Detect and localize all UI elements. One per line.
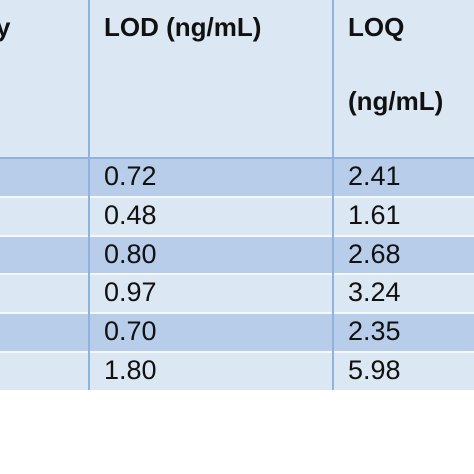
header-cell: LOD (ng/mL) — [104, 12, 262, 42]
cell-value: 3.24 — [348, 277, 401, 308]
cell-value: 1.80 — [104, 355, 157, 385]
table: y LOD (ng/mL) LOQ (ng/mL) 0.72 2.41 0.48 1.… — [0, 0, 474, 390]
cell-value: 0.72 — [104, 161, 157, 191]
header-cell: (ng/mL) — [348, 86, 444, 116]
cell-value: 2.35 — [348, 316, 401, 347]
cell-value: 0.80 — [104, 238, 157, 269]
cell-value: 0.48 — [104, 199, 157, 230]
row-band — [0, 157, 474, 196]
row-band — [0, 351, 474, 390]
cell-value: 0.97 — [104, 277, 157, 308]
cell-value: 2.41 — [348, 161, 401, 191]
row-band — [0, 234, 474, 274]
row-band — [0, 195, 474, 235]
cell-value: 0.70 — [104, 316, 157, 347]
cell-value: 5.98 — [348, 355, 401, 385]
column-line — [332, 0, 334, 390]
cell-value: 2.68 — [348, 238, 401, 269]
cell-value: 1.61 — [348, 199, 401, 230]
row-band — [0, 312, 474, 351]
column-line — [88, 0, 90, 390]
header-cell: y — [0, 12, 11, 42]
row-band — [0, 273, 474, 313]
header-cell: LOQ — [348, 12, 405, 42]
row-line — [0, 157, 474, 159]
